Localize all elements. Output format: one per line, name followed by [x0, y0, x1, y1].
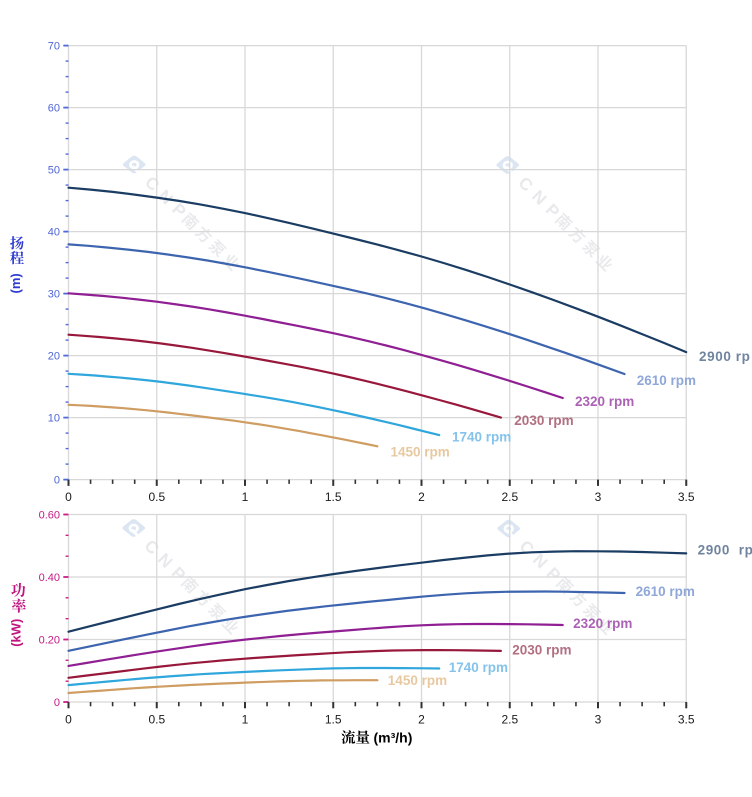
svg-text:0.5: 0.5	[148, 713, 165, 727]
svg-text:0.20: 0.20	[39, 634, 60, 646]
svg-text:2030 rpm: 2030 rpm	[514, 413, 573, 428]
svg-text:1: 1	[242, 713, 249, 727]
svg-text:3: 3	[595, 490, 602, 504]
svg-text:2320 rpm: 2320 rpm	[575, 394, 634, 409]
svg-text:1450 rpm: 1450 rpm	[391, 445, 450, 460]
svg-text:2030 rpm: 2030 rpm	[512, 643, 571, 658]
svg-text:1.5: 1.5	[325, 490, 342, 504]
svg-text:0.40: 0.40	[39, 572, 60, 584]
svg-text:0: 0	[54, 475, 60, 487]
svg-text:2: 2	[418, 490, 425, 504]
svg-text:1450 rpm: 1450 rpm	[388, 673, 447, 688]
svg-text:0: 0	[54, 697, 60, 709]
svg-text:2900 rp: 2900 rp	[698, 542, 752, 557]
svg-text:40: 40	[48, 227, 60, 239]
svg-text:2610 rpm: 2610 rpm	[636, 584, 695, 599]
svg-text:2.5: 2.5	[501, 713, 518, 727]
svg-text:1.5: 1.5	[325, 713, 342, 727]
svg-text:1740 rpm: 1740 rpm	[449, 660, 508, 675]
svg-text:0: 0	[65, 490, 72, 504]
svg-text:0: 0	[65, 713, 72, 727]
svg-text:70: 70	[48, 41, 60, 53]
svg-text:3: 3	[595, 713, 602, 727]
svg-text:1: 1	[242, 490, 249, 504]
svg-text:2: 2	[418, 713, 425, 727]
svg-text:2.5: 2.5	[501, 490, 518, 504]
svg-text:(m): (m)	[8, 273, 23, 293]
svg-text:50: 50	[48, 165, 60, 177]
svg-text:10: 10	[48, 413, 60, 425]
svg-text:2900 rp: 2900 rp	[699, 349, 750, 364]
svg-text:0.60: 0.60	[39, 509, 60, 521]
svg-text:2610 rpm: 2610 rpm	[637, 373, 696, 388]
svg-text:2320 rpm: 2320 rpm	[573, 616, 632, 631]
svg-text:60: 60	[48, 103, 60, 115]
svg-text:(m³/h): (m³/h)	[374, 730, 413, 746]
svg-text:1740 rpm: 1740 rpm	[452, 430, 511, 445]
svg-text:3.5: 3.5	[678, 490, 695, 504]
svg-text:(kW): (kW)	[9, 619, 24, 647]
svg-text:20: 20	[48, 351, 60, 363]
svg-text:30: 30	[48, 289, 60, 301]
svg-text:3.5: 3.5	[678, 713, 695, 727]
svg-text:0.5: 0.5	[148, 490, 165, 504]
